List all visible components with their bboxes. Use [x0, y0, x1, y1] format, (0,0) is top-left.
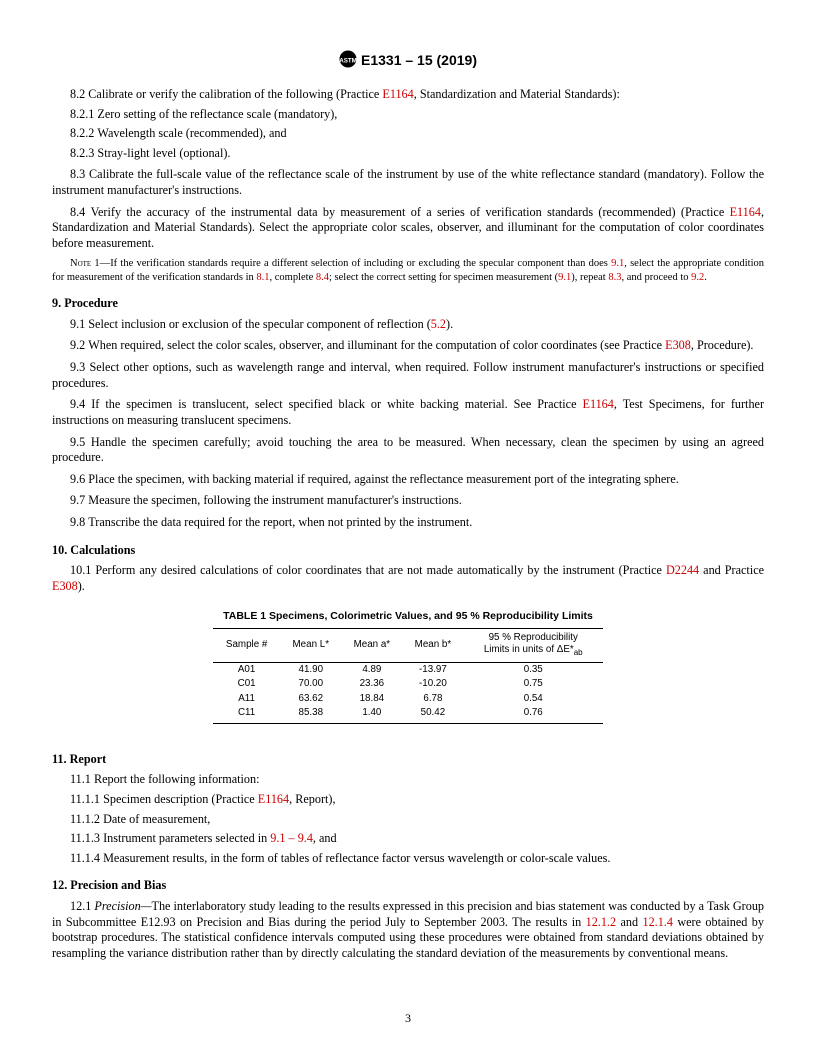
table-cell: 41.90 — [280, 662, 341, 677]
heading-10: 10. Calculations — [52, 543, 764, 559]
para-9-1: 9.1 Select inclusion or exclusion of the… — [52, 317, 764, 333]
table-cell: 0.35 — [463, 662, 603, 677]
table-cell: 63.62 — [280, 692, 341, 707]
para-11-1-4: 11.1.4 Measurement results, in the form … — [52, 851, 764, 867]
table-row: C0170.0023.36-10.200.75 — [213, 677, 603, 692]
table-row: A1163.6218.846.780.54 — [213, 692, 603, 707]
ref-e1164[interactable]: E1164 — [583, 397, 614, 411]
table-cell: 4.89 — [341, 662, 402, 677]
table-cell: 0.76 — [463, 706, 603, 723]
ref-8-3[interactable]: 8.3 — [608, 272, 621, 283]
table-cell: A01 — [213, 662, 280, 677]
table-cell: C01 — [213, 677, 280, 692]
table-cell: 1.40 — [341, 706, 402, 723]
para-8-2-2: 8.2.2 Wavelength scale (recommended), an… — [52, 126, 764, 142]
table-cell: A11 — [213, 692, 280, 707]
page-header: ASTM E1331 – 15 (2019) — [52, 50, 764, 73]
para-9-5: 9.5 Handle the specimen carefully; avoid… — [52, 435, 764, 466]
para-9-7: 9.7 Measure the specimen, following the … — [52, 493, 764, 509]
table-cell: -10.20 — [402, 677, 463, 692]
ref-e308[interactable]: E308 — [665, 338, 691, 352]
ref-12-1-2[interactable]: 12.1.2 — [586, 915, 616, 929]
table-cell: 85.38 — [280, 706, 341, 723]
table-cell: 70.00 — [280, 677, 341, 692]
para-9-6: 9.6 Place the specimen, with backing mat… — [52, 472, 764, 488]
ref-e1164[interactable]: E1164 — [382, 87, 413, 101]
para-9-3: 9.3 Select other options, such as wavele… — [52, 360, 764, 391]
ref-e1164[interactable]: E1164 — [730, 205, 761, 219]
heading-9: 9. Procedure — [52, 296, 764, 312]
th-sample: Sample # — [213, 628, 280, 662]
ref-e1164[interactable]: E1164 — [258, 792, 289, 806]
table-cell: C11 — [213, 706, 280, 723]
heading-11: 11. Report — [52, 752, 764, 768]
para-8-2-1: 8.2.1 Zero setting of the reflectance sc… — [52, 107, 764, 123]
para-8-4: 8.4 Verify the accuracy of the instrumen… — [52, 205, 764, 252]
th-mean-b: Mean b* — [402, 628, 463, 662]
table-cell: -13.97 — [402, 662, 463, 677]
para-8-3: 8.3 Calibrate the full-scale value of th… — [52, 167, 764, 198]
note-1: Note 1—If the verification standards req… — [52, 257, 764, 284]
ref-d2244[interactable]: D2244 — [666, 563, 699, 577]
heading-12: 12. Precision and Bias — [52, 878, 764, 894]
ref-9-1-9-4[interactable]: 9.1 – 9.4 — [270, 831, 313, 845]
para-8-2-3: 8.2.3 Stray-light level (optional). — [52, 146, 764, 162]
ref-e308[interactable]: E308 — [52, 579, 78, 593]
para-12-1: 12.1 Precision—The interlaboratory study… — [52, 899, 764, 961]
table-1-title: TABLE 1 Specimens, Colorimetric Values, … — [213, 610, 603, 623]
ref-9-1[interactable]: 9.1 — [558, 272, 571, 283]
para-11-1-1: 11.1.1 Specimen description (Practice E1… — [52, 792, 764, 808]
th-reproducibility: 95 % Reproducibility Limits in units of … — [463, 628, 603, 662]
para-11-1: 11.1 Report the following information: — [52, 772, 764, 788]
ref-8-4[interactable]: 8.4 — [316, 272, 329, 283]
table-1-data: Sample # Mean L* Mean a* Mean b* 95 % Re… — [213, 628, 603, 724]
para-9-4: 9.4 If the specimen is translucent, sele… — [52, 397, 764, 428]
table-cell: 6.78 — [402, 692, 463, 707]
table-cell: 0.54 — [463, 692, 603, 707]
page-number: 3 — [0, 1011, 816, 1026]
ref-5-2[interactable]: 5.2 — [431, 317, 446, 331]
designation: E1331 – 15 (2019) — [361, 52, 477, 68]
ref-9-2[interactable]: 9.2 — [691, 272, 704, 283]
ref-12-1-4[interactable]: 12.1.4 — [642, 915, 672, 929]
para-9-8: 9.8 Transcribe the data required for the… — [52, 515, 764, 531]
table-cell: 50.42 — [402, 706, 463, 723]
th-mean-a: Mean a* — [341, 628, 402, 662]
para-11-1-3: 11.1.3 Instrument parameters selected in… — [52, 831, 764, 847]
para-11-1-2: 11.1.2 Date of measurement, — [52, 812, 764, 828]
table-row: A0141.904.89-13.970.35 — [213, 662, 603, 677]
para-8-2: 8.2 Calibrate or verify the calibration … — [52, 87, 764, 103]
table-1: TABLE 1 Specimens, Colorimetric Values, … — [213, 610, 603, 723]
table-cell: 23.36 — [341, 677, 402, 692]
table-row: C1185.381.4050.420.76 — [213, 706, 603, 723]
ref-9-1[interactable]: 9.1 — [611, 258, 624, 269]
table-cell: 18.84 — [341, 692, 402, 707]
para-10-1: 10.1 Perform any desired calculations of… — [52, 563, 764, 594]
astm-logo-icon: ASTM — [339, 50, 357, 73]
ref-8-1[interactable]: 8.1 — [256, 272, 269, 283]
th-mean-l: Mean L* — [280, 628, 341, 662]
para-9-2: 9.2 When required, select the color scal… — [52, 338, 764, 354]
table-cell: 0.75 — [463, 677, 603, 692]
svg-text:ASTM: ASTM — [339, 58, 357, 65]
